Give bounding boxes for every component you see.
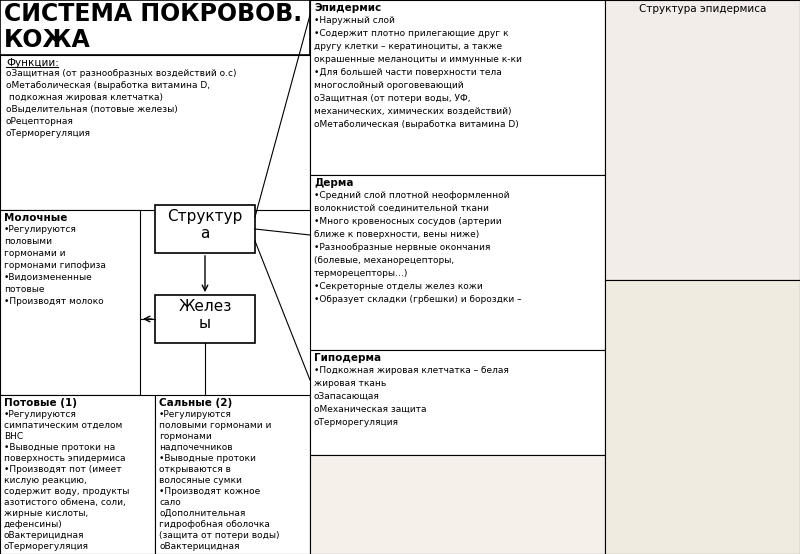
Text: волокнистой соединительной ткани: волокнистой соединительной ткани bbox=[314, 204, 489, 213]
Text: oBактерицидная: oBактерицидная bbox=[4, 531, 85, 540]
Text: oМеханическая защита: oМеханическая защита bbox=[314, 405, 426, 414]
Text: oBактерицидная: oBактерицидная bbox=[159, 542, 239, 551]
Text: ВНС: ВНС bbox=[4, 432, 23, 441]
Text: половыми: половыми bbox=[4, 237, 52, 246]
Text: •Наружный слой: •Наружный слой bbox=[314, 16, 395, 25]
Text: •Производят кожное: •Производят кожное bbox=[159, 487, 260, 496]
Text: •Подкожная жировая клетчатка – белая: •Подкожная жировая клетчатка – белая bbox=[314, 366, 509, 375]
Text: Потовые (1): Потовые (1) bbox=[4, 398, 77, 408]
Bar bbox=[155, 205, 255, 253]
Text: подкожная жировая клетчатка): подкожная жировая клетчатка) bbox=[6, 93, 163, 102]
Text: •Секреторные отделы желез кожи: •Секреторные отделы желез кожи bbox=[314, 282, 482, 291]
Text: oРецепторная: oРецепторная bbox=[6, 117, 74, 126]
Text: гормонами гипофиза: гормонами гипофиза bbox=[4, 261, 106, 270]
Text: гидрофобная оболочка: гидрофобная оболочка bbox=[159, 520, 270, 529]
Bar bbox=[310, 455, 605, 554]
Text: Структура эпидермиса: Структура эпидермиса bbox=[639, 4, 766, 14]
Text: Сальные (2): Сальные (2) bbox=[159, 398, 232, 408]
Text: открываются в: открываются в bbox=[159, 465, 231, 474]
Bar bbox=[605, 0, 800, 280]
Text: Структур
а: Структур а bbox=[167, 209, 242, 242]
Text: (болевые, механорецепторы,: (болевые, механорецепторы, bbox=[314, 256, 454, 265]
Bar bbox=[310, 175, 605, 350]
Text: oЗащитная (от разнообразных воздействий о.с): oЗащитная (от разнообразных воздействий … bbox=[6, 69, 237, 78]
Bar bbox=[0, 210, 140, 395]
Text: поверхность эпидермиса: поверхность эпидермиса bbox=[4, 454, 126, 463]
Text: многослойный ороговевающий: многослойный ороговевающий bbox=[314, 81, 464, 90]
Text: гормонами и: гормонами и bbox=[4, 249, 66, 258]
Text: •Видоизмененные: •Видоизмененные bbox=[4, 273, 93, 282]
Text: жировая ткань: жировая ткань bbox=[314, 379, 386, 388]
Text: oМетаболическая (выработка витамина D): oМетаболическая (выработка витамина D) bbox=[314, 120, 518, 129]
Text: надпочечников: надпочечников bbox=[159, 443, 233, 452]
Text: содержит воду, продукты: содержит воду, продукты bbox=[4, 487, 130, 496]
Text: другу клетки – кератиноциты, а также: другу клетки – кератиноциты, а также bbox=[314, 42, 502, 51]
Text: СИСТЕМА ПОКРОВОВ.: СИСТЕМА ПОКРОВОВ. bbox=[4, 2, 302, 26]
Text: oМетаболическая (выработка витамина D,: oМетаболическая (выработка витамина D, bbox=[6, 81, 210, 90]
Text: КОЖА: КОЖА bbox=[4, 28, 90, 52]
Text: oЗапасающая: oЗапасающая bbox=[314, 392, 380, 401]
Text: кислую реакцию,: кислую реакцию, bbox=[4, 476, 86, 485]
Bar bbox=[310, 350, 605, 455]
Text: oЗащитная (от потери воды, УФ,: oЗащитная (от потери воды, УФ, bbox=[314, 94, 470, 103]
Text: азотистого обмена, соли,: азотистого обмена, соли, bbox=[4, 498, 126, 507]
Text: Молочные: Молочные bbox=[4, 213, 67, 223]
Text: Эпидермис: Эпидермис bbox=[314, 3, 382, 13]
Text: •Для большей части поверхности тела: •Для большей части поверхности тела bbox=[314, 68, 502, 77]
Text: •Выводные протоки на: •Выводные протоки на bbox=[4, 443, 115, 452]
Text: •Регулируются: •Регулируются bbox=[4, 225, 77, 234]
Bar bbox=[0, 395, 155, 554]
Text: потовые: потовые bbox=[4, 285, 45, 294]
Text: Функции:: Функции: bbox=[6, 58, 59, 68]
Text: Желез
ы: Желез ы bbox=[178, 299, 232, 331]
Bar bbox=[0, 0, 310, 55]
Text: жирные кислоты,: жирные кислоты, bbox=[4, 509, 88, 518]
Text: •Разнообразные нервные окончания: •Разнообразные нервные окончания bbox=[314, 243, 490, 252]
Text: •Производят пот (имеет: •Производят пот (имеет bbox=[4, 465, 122, 474]
Text: •Содержит плотно прилегающие друг к: •Содержит плотно прилегающие друг к bbox=[314, 29, 509, 38]
Text: окрашенные меланоциты и иммунные к-ки: окрашенные меланоциты и иммунные к-ки bbox=[314, 55, 522, 64]
Text: (защита от потери воды): (защита от потери воды) bbox=[159, 531, 279, 540]
Bar bbox=[605, 280, 800, 554]
Text: ближе к поверхности, вены ниже): ближе к поверхности, вены ниже) bbox=[314, 230, 479, 239]
Text: oДополнительная: oДополнительная bbox=[159, 509, 246, 518]
Text: oВыделительная (потовые железы): oВыделительная (потовые железы) bbox=[6, 105, 178, 114]
Text: Гиподерма: Гиподерма bbox=[314, 353, 381, 363]
Bar bbox=[155, 295, 255, 343]
Text: •Средний слой плотной неоформленной: •Средний слой плотной неоформленной bbox=[314, 191, 510, 200]
Text: •Производят молоко: •Производят молоко bbox=[4, 297, 104, 306]
Bar bbox=[155, 395, 310, 554]
Text: симпатическим отделом: симпатическим отделом bbox=[4, 421, 122, 430]
Text: •Регулируются: •Регулируются bbox=[159, 410, 232, 419]
Text: терморецепторы…): терморецепторы…) bbox=[314, 269, 408, 278]
Text: гормонами: гормонами bbox=[159, 432, 212, 441]
Text: •Много кровеносных сосудов (артерии: •Много кровеносных сосудов (артерии bbox=[314, 217, 502, 226]
Text: oТерморегуляция: oТерморегуляция bbox=[314, 418, 399, 427]
Bar bbox=[0, 55, 310, 210]
Text: половыми гормонами и: половыми гормонами и bbox=[159, 421, 271, 430]
Text: oТерморегуляция: oТерморегуляция bbox=[4, 542, 89, 551]
Text: •Образует складки (грбешки) и бороздки –: •Образует складки (грбешки) и бороздки – bbox=[314, 295, 522, 304]
Text: сало: сало bbox=[159, 498, 181, 507]
Text: oТерморегуляция: oТерморегуляция bbox=[6, 129, 91, 138]
Bar bbox=[310, 0, 605, 175]
Text: дефенсины): дефенсины) bbox=[4, 520, 62, 529]
Text: механических, химических воздействий): механических, химических воздействий) bbox=[314, 107, 511, 116]
Text: •Выводные протоки: •Выводные протоки bbox=[159, 454, 256, 463]
Text: •Регулируются: •Регулируются bbox=[4, 410, 77, 419]
Text: волосяные сумки: волосяные сумки bbox=[159, 476, 242, 485]
Text: Дерма: Дерма bbox=[314, 178, 354, 188]
